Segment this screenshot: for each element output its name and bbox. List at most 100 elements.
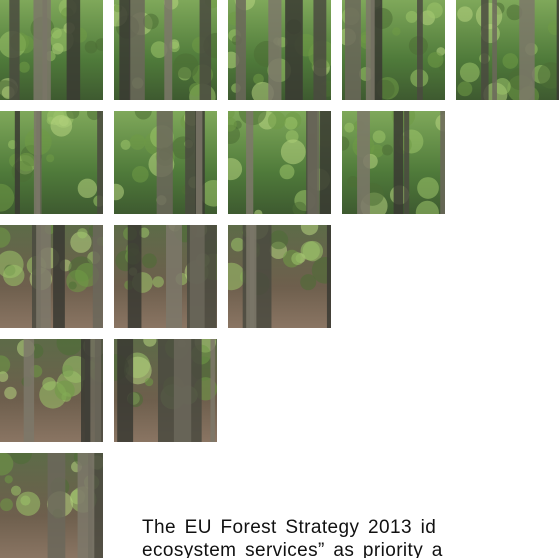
foliage xyxy=(406,11,418,23)
trunk xyxy=(200,0,212,100)
foliage xyxy=(347,176,359,188)
foliage xyxy=(130,134,146,150)
photo-tile xyxy=(105,0,228,110)
photo-mosaic xyxy=(0,0,559,558)
foliage xyxy=(392,27,400,35)
trunk xyxy=(404,111,409,214)
foliage xyxy=(0,498,13,511)
trunk xyxy=(307,111,319,214)
trunk xyxy=(78,453,95,558)
photo-tile xyxy=(456,0,559,107)
foliage xyxy=(16,492,40,516)
foliage xyxy=(121,140,131,150)
paragraph-line: The EU Forest Strategy 2013 id xyxy=(142,517,436,539)
foliage xyxy=(254,210,262,218)
trunk xyxy=(481,0,488,100)
foliage xyxy=(460,63,480,83)
foliage xyxy=(107,184,124,201)
foliage xyxy=(292,202,306,216)
foliage xyxy=(143,334,156,347)
foliage xyxy=(281,139,306,164)
foliage xyxy=(143,14,159,30)
paragraph-line: ecosystem services” as priority a xyxy=(142,540,443,558)
foliage xyxy=(173,53,198,78)
photo-tile xyxy=(0,443,116,558)
foliage xyxy=(10,443,32,465)
trunk xyxy=(210,339,214,442)
foliage xyxy=(11,486,21,496)
foliage xyxy=(416,201,439,224)
trunk xyxy=(34,111,40,214)
trunk xyxy=(313,0,326,100)
foliage xyxy=(218,263,245,290)
trunk xyxy=(24,339,34,442)
trunk xyxy=(67,0,81,100)
page: The EU Forest Strategy 2013 id ecosystem… xyxy=(0,0,559,558)
photo-tile xyxy=(114,219,227,328)
trunk xyxy=(117,339,133,442)
foliage xyxy=(135,102,152,119)
foliage xyxy=(269,230,288,249)
foliage xyxy=(78,179,97,198)
foliage xyxy=(5,475,13,483)
foliage xyxy=(284,117,297,130)
trunk xyxy=(320,111,338,214)
trunk xyxy=(129,0,145,100)
foliage xyxy=(280,164,295,179)
trunk xyxy=(53,225,65,328)
foliage xyxy=(502,53,518,69)
trunk xyxy=(157,111,173,214)
foliage xyxy=(51,115,73,137)
foliage xyxy=(66,106,79,119)
photo-tile xyxy=(107,102,226,214)
trunk xyxy=(285,0,303,100)
trunk xyxy=(48,453,66,558)
photo-tile xyxy=(335,104,456,224)
foliage xyxy=(85,41,98,54)
foliage xyxy=(142,253,157,268)
foliage xyxy=(55,380,75,400)
foliage xyxy=(344,123,354,133)
foliage xyxy=(132,166,149,183)
trunk xyxy=(366,0,375,100)
trunk xyxy=(357,111,370,214)
photo-tile xyxy=(0,106,109,214)
trunk xyxy=(93,225,103,328)
trunk xyxy=(440,111,456,214)
photo-tile xyxy=(218,216,339,328)
foliage xyxy=(46,154,54,162)
trunk xyxy=(236,0,246,100)
trunk xyxy=(394,111,404,214)
foliage xyxy=(153,276,164,287)
foliage xyxy=(291,252,304,265)
foliage xyxy=(268,112,286,130)
trunk xyxy=(327,225,335,328)
trunk xyxy=(166,225,182,328)
trunk xyxy=(9,0,19,100)
trunk xyxy=(36,225,51,328)
foliage xyxy=(301,218,318,235)
trunk xyxy=(128,225,142,328)
foliage xyxy=(457,81,472,96)
trunk xyxy=(246,111,253,214)
foliage xyxy=(428,52,444,68)
foliage xyxy=(223,107,235,119)
photo-tile xyxy=(0,330,116,442)
foliage xyxy=(335,136,349,150)
foliage xyxy=(69,281,77,289)
trunk xyxy=(92,453,115,558)
trunk xyxy=(174,339,191,442)
trunk xyxy=(417,0,423,100)
foliage xyxy=(220,158,242,180)
photo-tile xyxy=(339,0,450,100)
trunk xyxy=(492,0,497,100)
trunk xyxy=(164,0,172,100)
foliage xyxy=(427,2,443,18)
photo-tile xyxy=(220,98,338,218)
trunk xyxy=(519,0,534,100)
foliage xyxy=(145,378,153,386)
trunk xyxy=(97,111,108,214)
trunk xyxy=(190,225,205,328)
trunk xyxy=(268,0,281,100)
foliage xyxy=(4,387,16,399)
